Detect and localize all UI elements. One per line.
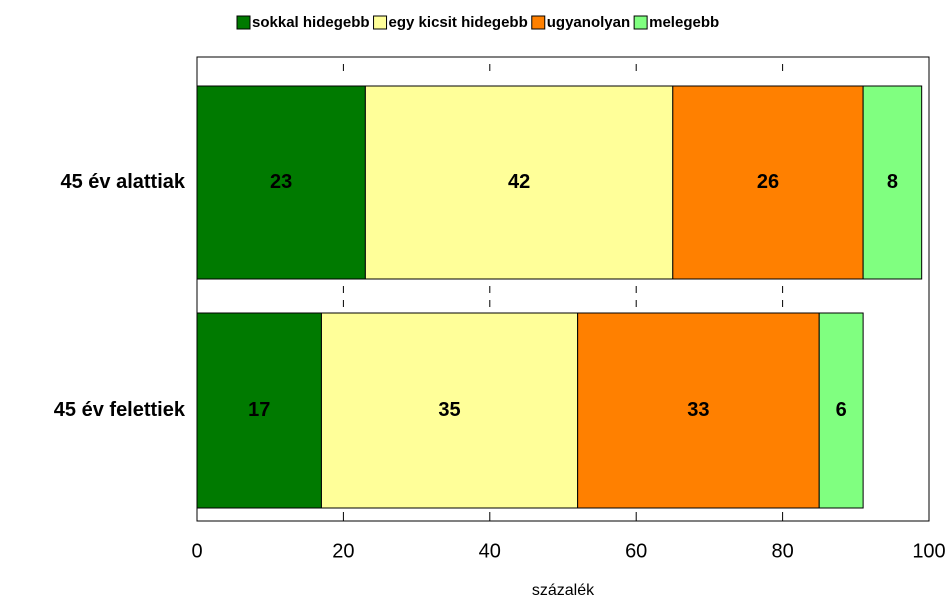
- legend-swatch: [373, 15, 388, 30]
- x-tick-label: 100: [912, 540, 945, 562]
- bar-segment: [196, 85, 366, 280]
- data-label: 8: [887, 171, 898, 193]
- legend-swatch: [236, 15, 251, 30]
- data-label: 33: [687, 399, 709, 421]
- legend-label: ugyanolyan: [547, 14, 630, 31]
- bar-segment: [196, 312, 322, 509]
- x-tick-label: 40: [479, 540, 501, 562]
- y-tick-label: 45 év alattiak: [60, 171, 185, 193]
- bar-segment: [364, 85, 674, 280]
- data-label: 26: [757, 171, 779, 193]
- bar-segment: [672, 85, 864, 280]
- legend-label: melegebb: [649, 14, 719, 31]
- legend-label: sokkal hidegebb: [252, 14, 370, 31]
- data-label: 42: [508, 171, 530, 193]
- legend-swatch: [531, 15, 546, 30]
- x-tick-label: 60: [625, 540, 647, 562]
- data-label: 6: [836, 399, 847, 421]
- data-label: 23: [270, 171, 292, 193]
- data-label: 17: [248, 399, 270, 421]
- x-tick-label: 80: [771, 540, 793, 562]
- y-tick-label: 45 év felettiek: [54, 399, 186, 421]
- x-tick-label: 0: [191, 540, 202, 562]
- legend-label: egy kicsit hidegebb: [389, 14, 528, 31]
- legend-swatch: [633, 15, 648, 30]
- bar-segment: [818, 312, 864, 509]
- bar-segment: [320, 312, 579, 509]
- x-tick-label: 20: [332, 540, 354, 562]
- bar-segment: [577, 312, 820, 509]
- x-axis-label: százalék: [532, 582, 595, 599]
- bar-segment: [862, 85, 923, 280]
- data-label: 35: [438, 399, 460, 421]
